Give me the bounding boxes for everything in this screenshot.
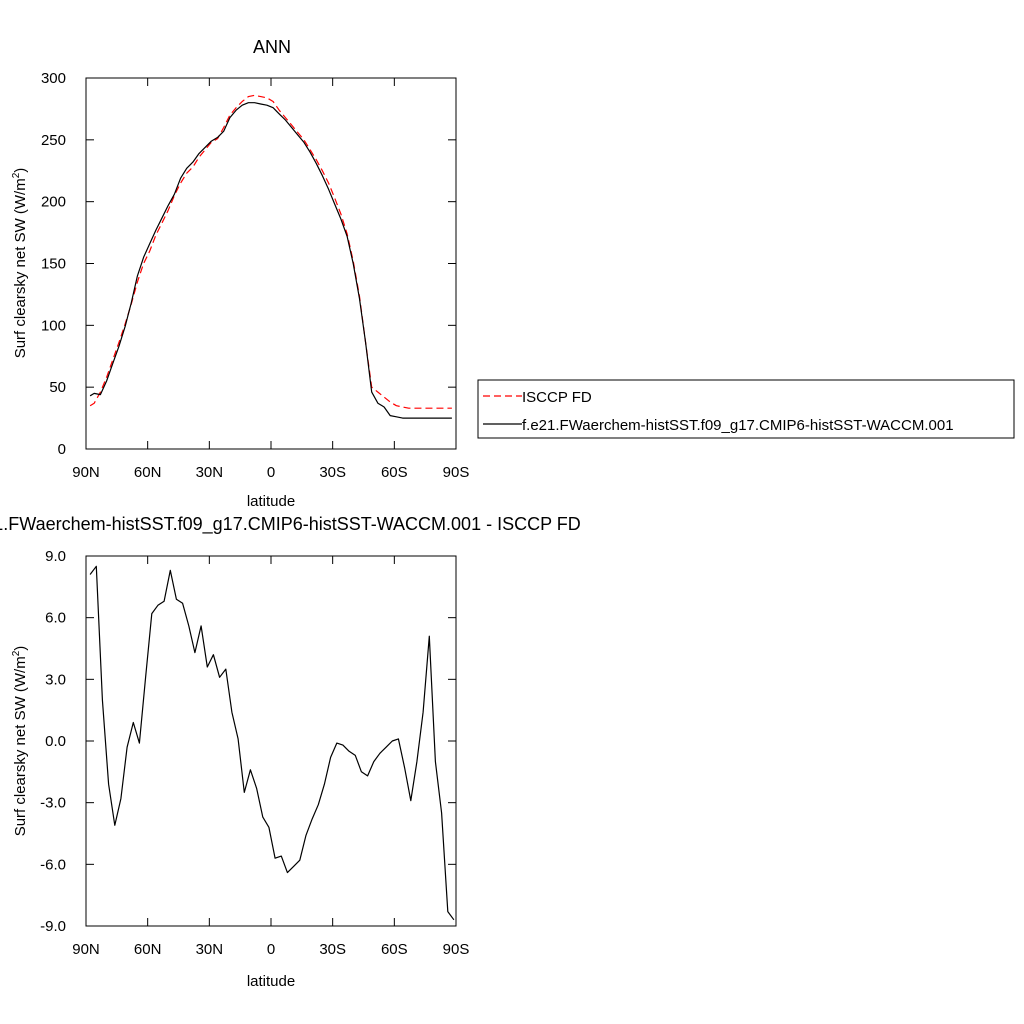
bottom-y-tick-label: 0.0 bbox=[45, 733, 66, 750]
top-y-tick-label: 50 bbox=[49, 379, 66, 396]
bottom-y-axis-label-text: Surf clearsky net SW (W/m bbox=[12, 656, 29, 836]
top-series-line-1 bbox=[89, 102, 452, 419]
top-x-tick-label: 0 bbox=[267, 464, 275, 481]
bottom-y-tick-label: 3.0 bbox=[45, 671, 66, 688]
bottom-plot-frame bbox=[85, 555, 457, 927]
legend-label-model: f.e21.FWaerchem-histSST.f09_g17.CMIP6-hi… bbox=[522, 417, 954, 434]
bottom-panel: f.e21.FWaerchem-histSST.f09_g17.CMIP6-hi… bbox=[0, 514, 581, 990]
bottom-x-axis-label: latitude bbox=[247, 973, 295, 990]
top-x-tick-label: 30N bbox=[196, 464, 224, 481]
top-x-tick-label: 90N bbox=[72, 464, 100, 481]
legend: ISCCP FD f.e21.FWaerchem-histSST.f09_g17… bbox=[477, 379, 1015, 439]
legend-label-isccp: ISCCP FD bbox=[522, 389, 592, 406]
bottom-x-tick-label: 90S bbox=[443, 941, 470, 958]
top-axis-ticks: 90N 60N 30N 0 30S 60S 90S 0 50 100 150 200 250 300 bbox=[41, 70, 469, 481]
top-chart-title: ANN bbox=[253, 37, 291, 57]
top-x-tick-label: 30S bbox=[319, 464, 346, 481]
bottom-y-tick-label: 6.0 bbox=[45, 610, 66, 627]
top-y-tick-label: 200 bbox=[41, 194, 66, 211]
bottom-y-tick-label: 9.0 bbox=[45, 548, 66, 565]
bottom-y-axis-label: Surf clearsky net SW (W/m2) bbox=[11, 646, 29, 837]
legend-box bbox=[477, 379, 1015, 439]
bottom-y-axis-label-sup: 2 bbox=[11, 650, 22, 656]
top-y-tick-label: 150 bbox=[41, 256, 66, 273]
bottom-x-tick-label: 30S bbox=[319, 941, 346, 958]
top-x-tick-label: 60S bbox=[381, 464, 408, 481]
top-x-tick-label: 60N bbox=[134, 464, 162, 481]
bottom-x-tick-label: 30N bbox=[196, 941, 224, 958]
top-x-axis-label: latitude bbox=[247, 493, 295, 510]
bottom-y-tick-label: -9.0 bbox=[40, 918, 66, 935]
bottom-x-tick-label: 60S bbox=[381, 941, 408, 958]
top-y-tick-label: 250 bbox=[41, 132, 66, 149]
top-y-axis-label-text: Surf clearsky net SW (W/m bbox=[12, 178, 29, 358]
top-y-axis-label: Surf clearsky net SW (W/m2) bbox=[11, 168, 29, 359]
top-series-line-0 bbox=[89, 94, 452, 409]
top-panel: ANN 90N 60N 30N 0 30S 60S 90S 0 50 100 150 200 250 30… bbox=[11, 37, 469, 510]
top-y-tick-label: 300 bbox=[41, 70, 66, 87]
bottom-y-tick-label: -6.0 bbox=[40, 856, 66, 873]
top-y-tick-label: 100 bbox=[41, 317, 66, 334]
top-x-tick-label: 90S bbox=[443, 464, 470, 481]
top-y-axis-label-close: ) bbox=[12, 168, 29, 173]
bottom-x-tick-label: 90N bbox=[72, 941, 100, 958]
top-series-group bbox=[89, 94, 452, 419]
bottom-y-tick-label: -3.0 bbox=[40, 795, 66, 812]
bottom-series-line-0 bbox=[89, 565, 455, 921]
bottom-series-group bbox=[89, 565, 455, 921]
bottom-axis-ticks: 90N 60N 30N 0 30S 60S 90S -9.0 -6.0 -3.0 0.0 3.0 6.0… bbox=[40, 548, 469, 958]
bottom-x-tick-label: 0 bbox=[267, 941, 275, 958]
bottom-chart-title: f.e21.FWaerchem-histSST.f09_g17.CMIP6-hi… bbox=[0, 514, 581, 535]
top-y-tick-label: 0 bbox=[58, 441, 66, 458]
bottom-y-axis-label-close: ) bbox=[12, 646, 29, 651]
top-y-axis-label-sup: 2 bbox=[11, 172, 22, 178]
bottom-x-tick-label: 60N bbox=[134, 941, 162, 958]
